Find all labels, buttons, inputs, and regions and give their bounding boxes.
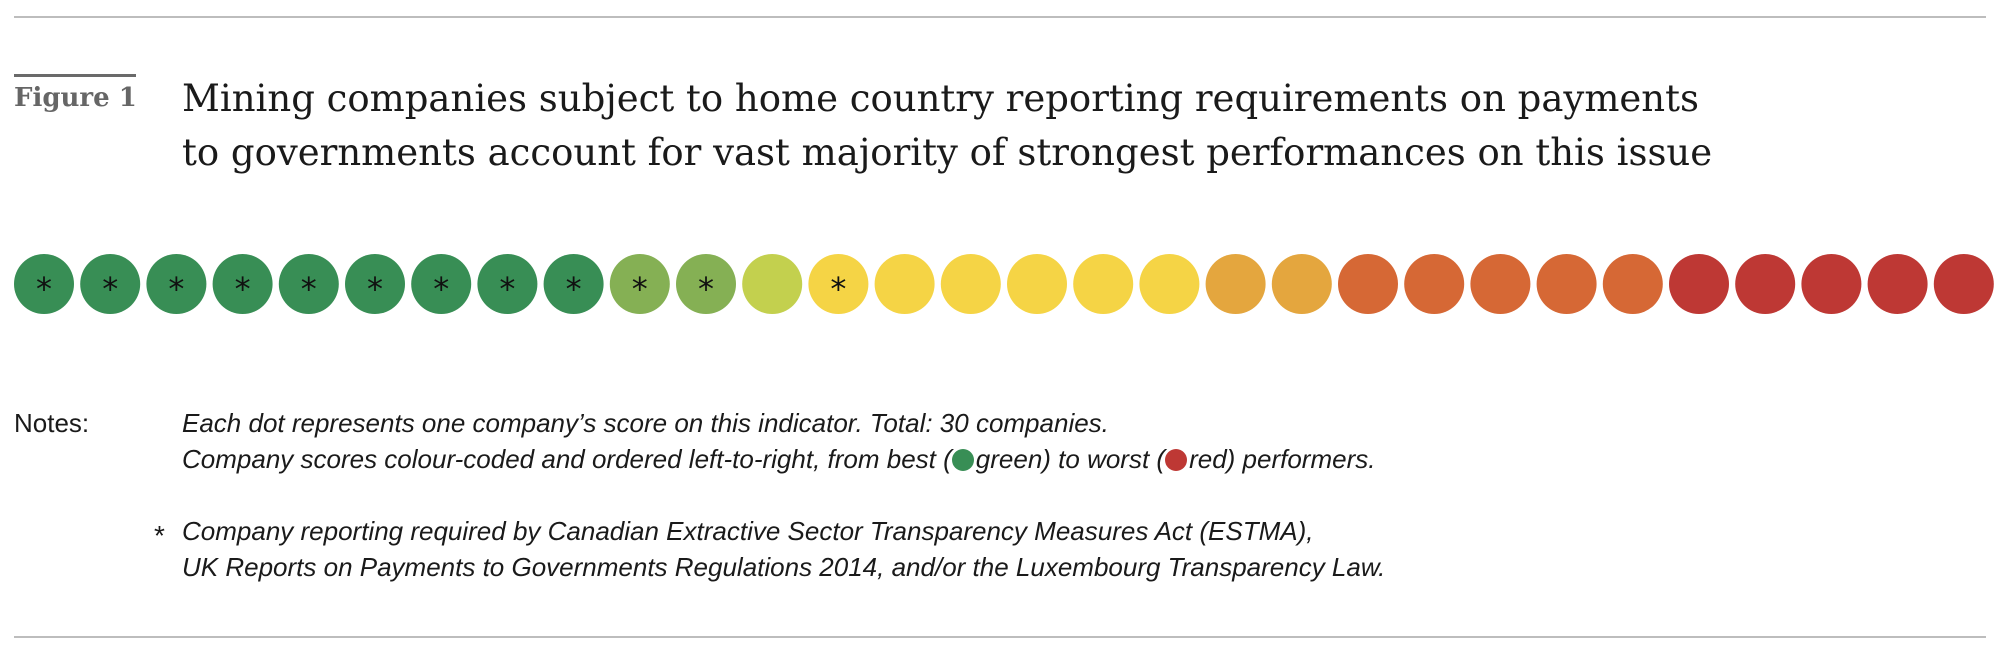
company-dot-14 bbox=[874, 254, 935, 314]
company-dot-12 bbox=[742, 254, 803, 314]
company-dot-10 bbox=[609, 254, 670, 314]
note-line-2-suffix: ) performers. bbox=[1226, 444, 1376, 474]
figure-title: Mining companies subject to home country… bbox=[182, 72, 1942, 180]
reporting-asterisk-6: * bbox=[367, 270, 383, 308]
company-dot-8 bbox=[477, 254, 538, 314]
reporting-asterisk-13: * bbox=[830, 270, 846, 308]
reporting-asterisk-8: * bbox=[499, 270, 515, 308]
red-dot-icon bbox=[1165, 449, 1188, 471]
company-dot-15 bbox=[940, 254, 1001, 314]
company-dot-28 bbox=[1801, 254, 1862, 314]
top-divider bbox=[14, 16, 1986, 18]
company-dot-19 bbox=[1205, 254, 1266, 314]
company-dot-3 bbox=[146, 254, 207, 314]
company-dot-9 bbox=[543, 254, 604, 314]
green-dot-icon bbox=[951, 449, 974, 471]
reporting-asterisk-7: * bbox=[433, 270, 449, 308]
company-dot-20 bbox=[1271, 254, 1332, 314]
reporting-asterisk-4: * bbox=[235, 270, 251, 308]
figure-label: Figure 1 bbox=[14, 74, 137, 113]
company-dot-25 bbox=[1602, 254, 1663, 314]
company-dot-21 bbox=[1338, 254, 1398, 314]
bottom-divider bbox=[14, 636, 1986, 638]
reporting-asterisk-10: * bbox=[632, 270, 648, 308]
reporting-asterisk-3: * bbox=[168, 270, 184, 308]
company-dot-30 bbox=[1933, 254, 1994, 314]
company-dot-11 bbox=[676, 254, 736, 314]
company-dot-27 bbox=[1735, 254, 1796, 314]
note-worst-word: red bbox=[1189, 444, 1227, 474]
reporting-asterisk-9: * bbox=[566, 270, 582, 308]
company-dot-13 bbox=[808, 254, 869, 314]
footnote-line-1: Company reporting required by Canadian E… bbox=[182, 516, 1314, 546]
reporting-asterisk-1: * bbox=[36, 270, 52, 308]
note-best-word: green bbox=[975, 444, 1043, 474]
company-dot-5 bbox=[278, 254, 339, 314]
note-line-2-prefix: Company scores colour-coded and ordered … bbox=[182, 444, 952, 474]
note-line-2: Company scores colour-coded and ordered … bbox=[182, 444, 1375, 475]
reporting-asterisk-2: * bbox=[102, 270, 118, 308]
footnote-asterisk: * bbox=[154, 520, 165, 551]
company-dot-4 bbox=[212, 254, 273, 314]
company-dot-23 bbox=[1470, 254, 1531, 314]
company-dot-18 bbox=[1139, 254, 1200, 314]
company-dot-16 bbox=[1007, 254, 1067, 314]
company-dot-29 bbox=[1867, 254, 1928, 314]
figure-title-line-1: Mining companies subject to home country… bbox=[182, 77, 1699, 120]
company-dot-26 bbox=[1669, 254, 1729, 314]
note-line-2-middle: ) to worst ( bbox=[1042, 444, 1166, 474]
company-dot-2 bbox=[80, 254, 141, 314]
note-line-1: Each dot represents one company’s score … bbox=[182, 408, 1109, 438]
company-dot-22 bbox=[1404, 254, 1465, 314]
company-dot-24 bbox=[1536, 254, 1597, 314]
reporting-asterisk-11: * bbox=[698, 270, 714, 308]
company-dot-1 bbox=[14, 254, 74, 314]
company-dot-7 bbox=[411, 254, 472, 314]
reporting-asterisk-5: * bbox=[301, 270, 317, 308]
notes-label: Notes: bbox=[14, 408, 90, 438]
company-dot-6 bbox=[345, 254, 405, 314]
footnote-line-2: UK Reports on Payments to Governments Re… bbox=[182, 552, 1386, 582]
company-dot-17 bbox=[1073, 254, 1134, 314]
figure-title-line-2: to governments account for vast majority… bbox=[182, 131, 1713, 174]
